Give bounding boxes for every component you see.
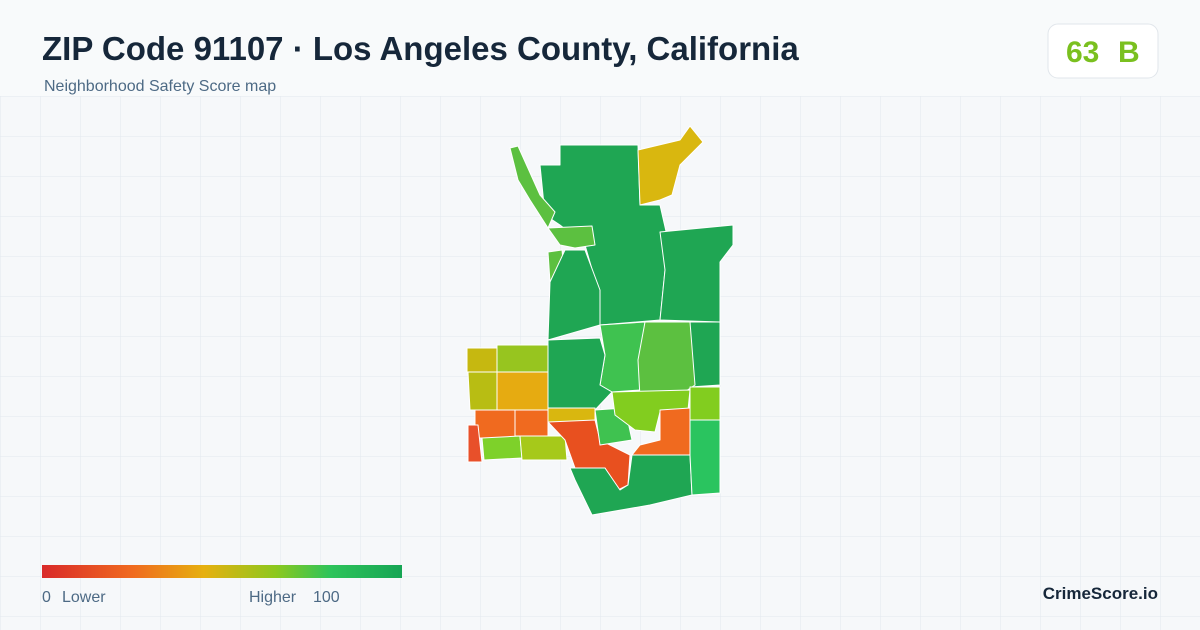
area — [496, 371, 549, 411]
area — [689, 419, 721, 496]
area — [466, 347, 498, 373]
title: ZIP Code 91107 · Los Angeles County, Cal… — [42, 30, 799, 67]
legend-min-label: Lower — [62, 589, 106, 606]
area — [659, 224, 734, 323]
legend-max-label: Higher — [249, 589, 297, 606]
score-box — [1047, 23, 1159, 79]
score-grade: B — [1118, 36, 1140, 69]
header-bg — [0, 0, 1200, 96]
zip-map — [466, 125, 734, 516]
area — [514, 409, 549, 437]
subtitle: Neighborhood Safety Score map — [44, 78, 276, 95]
area — [689, 386, 721, 421]
area — [547, 225, 596, 249]
area — [519, 435, 568, 461]
area — [467, 424, 483, 463]
area — [496, 344, 549, 373]
legend-min: 0 — [42, 589, 51, 606]
area — [474, 409, 516, 439]
area — [467, 371, 498, 411]
score-value: 63 — [1066, 36, 1099, 69]
area — [637, 125, 704, 206]
brand: CrimeScore.io — [1043, 584, 1158, 603]
area — [481, 435, 523, 461]
area — [509, 145, 556, 229]
legend-bar — [42, 565, 402, 578]
area — [637, 321, 696, 399]
legend-max: 100 — [313, 589, 340, 606]
